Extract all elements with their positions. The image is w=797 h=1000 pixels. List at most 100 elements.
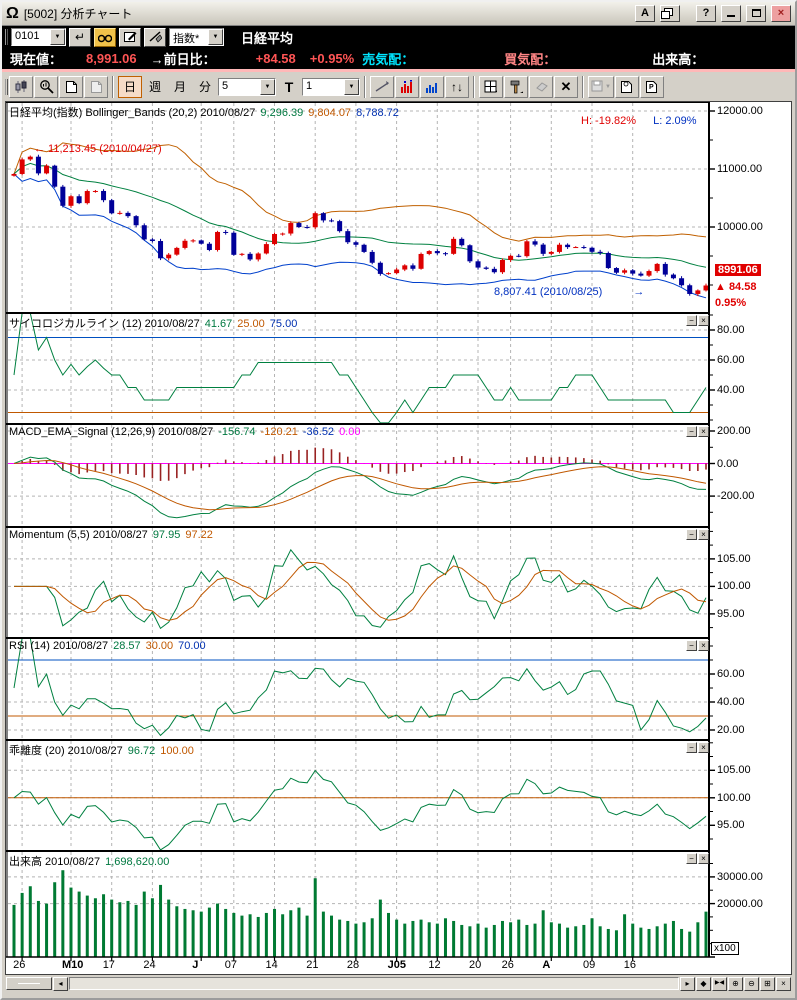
period-monthly-button[interactable]: 月 (168, 75, 192, 98)
ask-label: 売気配： (362, 52, 415, 67)
layout-grid-button[interactable]: ⊞ (760, 976, 775, 991)
chevron-down-icon[interactable]: ▼ (344, 78, 359, 95)
symbol-code-input[interactable]: 0101 (12, 29, 50, 45)
period-daily-button[interactable]: 日 (118, 75, 142, 98)
magnifier-icon (39, 80, 54, 94)
panel-minimize-button[interactable]: − (686, 742, 697, 753)
help-button[interactable]: ? (696, 5, 716, 22)
chevron-down-icon[interactable]: ▼ (208, 29, 223, 45)
grid-icon (484, 80, 497, 92)
scrollbar-track[interactable] (69, 977, 679, 990)
indicator-value: 0.00 (339, 426, 361, 438)
volume-label: 出来高： (652, 52, 705, 67)
paste-chart-button[interactable] (84, 75, 108, 98)
chart-canvas[interactable] (6, 102, 795, 974)
current-price-value: 8,991.06 (86, 51, 137, 66)
panel-close-button[interactable]: × (698, 529, 709, 540)
panel-close-button[interactable]: × (698, 315, 709, 326)
search-button[interactable] (94, 27, 116, 47)
zoom-out-button[interactable]: ⊖ (744, 976, 759, 991)
indicator-value: 30.00 (145, 640, 174, 652)
sort-updown-button[interactable]: ↑↓ (445, 75, 469, 98)
x-axis-tick-label: 26 (501, 959, 514, 971)
price-volume-blue-button[interactable] (420, 75, 444, 98)
x-axis-tick-label: 09 (583, 959, 596, 971)
low-percent-label: L: 2.09% (653, 115, 697, 127)
panel-close-button[interactable]: × (698, 742, 709, 753)
eraser-icon (148, 31, 162, 43)
scroll-right-button[interactable]: ▸ (680, 976, 695, 991)
chevron-down-icon[interactable]: ▼ (50, 29, 65, 45)
text-tool-button[interactable]: T (277, 75, 301, 98)
drawing-tools-button[interactable] (504, 75, 528, 98)
jump-button[interactable]: ◆ (696, 976, 711, 991)
window-title: [5002] 分析チャート (23, 7, 133, 21)
minimize-button[interactable] (721, 5, 741, 22)
quote-statusbar: 現在値： 8,991.06 →前日比： +84.58 +0.95% 売気配： 買… (2, 48, 795, 69)
clear-button[interactable] (144, 27, 166, 47)
zoom-in-button[interactable]: ⊕ (728, 976, 743, 991)
symbol-code-combo[interactable]: 0101 ▼ (11, 28, 66, 46)
trough-annotation-text: 8,807.41 (2010/08/25) (494, 286, 603, 298)
toolbar-grip[interactable] (5, 78, 8, 95)
panel-header-vol: 出来高 2010/08/27 1,698,620.00 (9, 856, 170, 868)
minimize-icon (727, 15, 735, 17)
last-price-callout: 8991.06 (715, 264, 761, 276)
interval-select-value[interactable]: 5 (219, 78, 260, 95)
count-select-value[interactable]: 1 (303, 78, 344, 95)
edit-button[interactable] (119, 27, 141, 47)
x-axis-tick-label: 26 (13, 959, 26, 971)
market-select-value[interactable]: 指数* (170, 29, 208, 45)
panel-minimize-button[interactable]: − (686, 640, 697, 651)
indicator-value: 9,804.07 (308, 107, 352, 119)
delete-drawing-button[interactable]: ✕ (554, 75, 578, 98)
erase-drawing-button[interactable] (529, 75, 553, 98)
market-select[interactable]: 指数* ▼ (169, 28, 224, 46)
chevron-down-icon[interactable]: ▼ (260, 78, 275, 95)
panel-close-button[interactable]: × (698, 853, 709, 864)
panel-close-button[interactable]: × (698, 640, 709, 651)
trendline-button[interactable] (370, 75, 394, 98)
scroll-left-button[interactable]: ◂ (53, 976, 68, 991)
print-page-icon: P (646, 80, 658, 93)
panel-header-main: 日経平均(指数) Bollinger_Bands (20,2) 2010/08/… (9, 107, 399, 119)
copy-window-button[interactable] (660, 5, 680, 22)
candlestick-chart-button[interactable] (9, 75, 33, 98)
blue-histogram-icon (426, 82, 437, 93)
enter-button[interactable]: ↵ (69, 27, 91, 47)
horizontal-scrollbar[interactable]: ◂ ▸ ◆ ▶◀ ⊕ ⊖ ⊞ × (5, 975, 792, 992)
copy-chart-button[interactable] (59, 75, 83, 98)
price-volume-red-button[interactable] (395, 75, 419, 98)
right-arrow-icon: → (633, 286, 645, 298)
peak-annotation: ← 11,213.45 (2010/04/27) (34, 143, 162, 155)
panel-minimize-button[interactable]: − (686, 529, 697, 540)
count-select[interactable]: 1 ▼ (302, 77, 360, 96)
zoom-tool-button[interactable] (34, 75, 58, 98)
font-button[interactable]: A (635, 5, 655, 22)
toolbar-grip[interactable] (5, 29, 8, 45)
period-minute-button[interactable]: 分 (193, 75, 217, 98)
change-value: +84.58 (255, 51, 296, 66)
close-button[interactable]: × (771, 5, 791, 22)
panel-minimize-button[interactable]: − (686, 853, 697, 864)
interval-select[interactable]: 5 ▼ (218, 77, 276, 96)
print-button[interactable]: P (639, 75, 664, 98)
panel-minimize-button[interactable]: − (686, 315, 697, 326)
page-setup-button[interactable] (614, 75, 639, 98)
close-chart-button[interactable]: × (776, 976, 791, 991)
y-axis-tick-label: 20000.00 (717, 897, 763, 910)
range-button[interactable]: ▶◀ (712, 976, 727, 991)
change-percent: +0.95% (309, 51, 355, 66)
maximize-button[interactable] (746, 5, 766, 22)
save-button[interactable]: ▼ (588, 75, 614, 98)
panel-minimize-button[interactable]: − (686, 426, 697, 437)
y-axis-tick-label: 40.00 (717, 696, 745, 709)
grid-layout-button[interactable] (479, 75, 503, 98)
indicator-value: 28.57 (113, 640, 141, 652)
chart-area[interactable]: 日経平均(指数) Bollinger_Bands (20,2) 2010/08/… (5, 101, 792, 975)
bid-label: 買気配： (504, 52, 557, 67)
scrollbar-thumb[interactable] (6, 977, 52, 990)
separator-line (2, 69, 795, 72)
period-weekly-button[interactable]: 週 (143, 75, 167, 98)
panel-close-button[interactable]: × (698, 426, 709, 437)
